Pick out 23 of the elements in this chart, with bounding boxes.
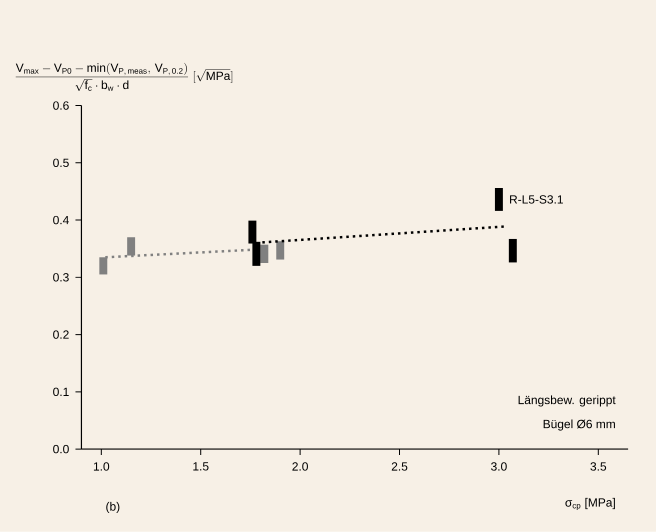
annotation: Bügel Ø6 mm — [544, 420, 615, 431]
y-axis-title: $\dfrac{\mathrm{V_{max}-V_{P0}-min(V_{P,\,meas},\,V_{P,\,0.2})}}{\sqrt{\mathrm{f_c}}\cdot\mathrm{b_w}\cdot\mathrm{d}}\;[\sqrt{\mathrm{MPa}}]$ — [16, 63, 232, 92]
y-tick-label: 0.6 — [53, 101, 69, 110]
x-tick-label: 1.5 — [193, 462, 209, 471]
y-tick-label: 0.2 — [53, 330, 69, 339]
bar — [276, 241, 284, 260]
bar — [508, 239, 517, 263]
x-tick-label: 2.5 — [392, 462, 408, 471]
y-tick-label: 0.0 — [53, 444, 69, 454]
annotation: Längsbew. gerippt — [518, 396, 616, 407]
y-tick-label: 0.4 — [53, 216, 69, 224]
x-axis-title: σ$_{cp}$ [MPa] — [565, 498, 615, 510]
bar — [260, 244, 268, 264]
x-tick-label: 1.0 — [94, 462, 110, 471]
y-tick-label: 0.1 — [53, 388, 69, 396]
bar — [494, 188, 503, 212]
x-tick-label: 3.5 — [590, 462, 606, 471]
x-tick-label: 3.0 — [491, 462, 507, 471]
x-tick-label: 2.0 — [292, 462, 308, 471]
text: (b) — [106, 502, 120, 514]
annotation: R-L5-S3.1 — [510, 195, 563, 204]
y-tick-label: 0.5 — [53, 158, 69, 168]
y-tick-label: 0.3 — [53, 273, 69, 282]
